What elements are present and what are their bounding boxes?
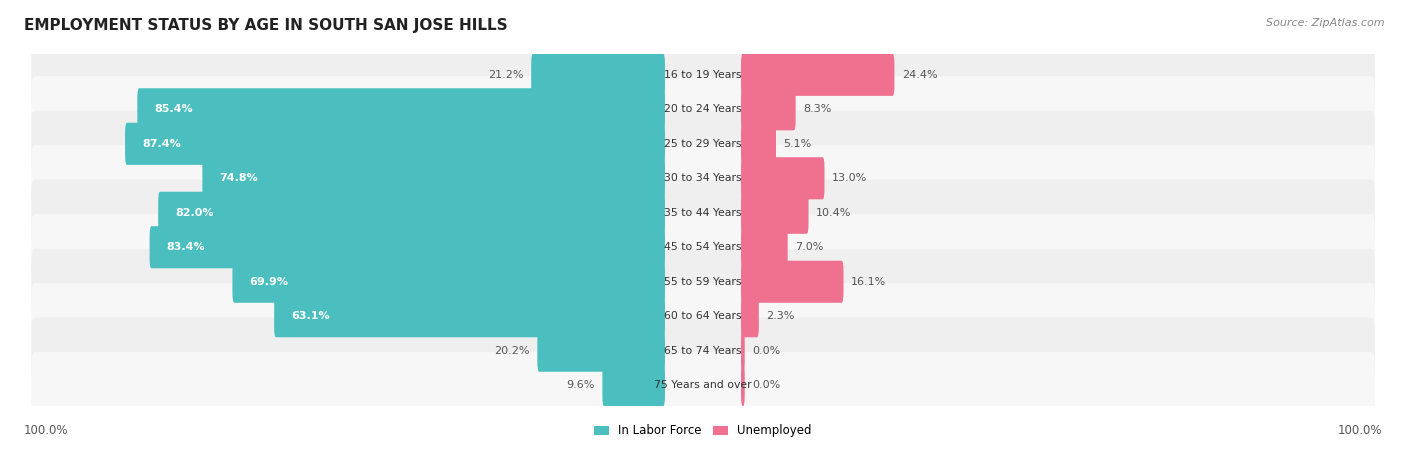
Text: 25 to 29 Years: 25 to 29 Years: [664, 139, 742, 149]
FancyBboxPatch shape: [602, 364, 665, 406]
Text: 75 Years and over: 75 Years and over: [654, 380, 752, 390]
Legend: In Labor Force, Unemployed: In Labor Force, Unemployed: [589, 420, 817, 442]
Text: 16.1%: 16.1%: [851, 277, 886, 287]
FancyBboxPatch shape: [31, 110, 1375, 177]
FancyBboxPatch shape: [741, 226, 787, 268]
Text: 63.1%: 63.1%: [291, 311, 330, 321]
Text: 20 to 24 Years: 20 to 24 Years: [664, 104, 742, 114]
FancyBboxPatch shape: [232, 261, 665, 303]
Text: 2.3%: 2.3%: [766, 311, 794, 321]
Text: 100.0%: 100.0%: [24, 424, 69, 437]
Text: 0.0%: 0.0%: [752, 346, 780, 356]
FancyBboxPatch shape: [31, 145, 1375, 212]
Text: 9.6%: 9.6%: [567, 380, 595, 390]
Text: 55 to 59 Years: 55 to 59 Years: [664, 277, 742, 287]
Text: 30 to 34 Years: 30 to 34 Years: [664, 173, 742, 183]
Text: Source: ZipAtlas.com: Source: ZipAtlas.com: [1267, 18, 1385, 28]
Text: 74.8%: 74.8%: [219, 173, 259, 183]
FancyBboxPatch shape: [149, 226, 665, 268]
FancyBboxPatch shape: [741, 295, 759, 337]
Text: 24.4%: 24.4%: [901, 70, 938, 80]
FancyBboxPatch shape: [31, 76, 1375, 143]
Text: 16 to 19 Years: 16 to 19 Years: [664, 70, 742, 80]
Text: 35 to 44 Years: 35 to 44 Years: [664, 208, 742, 218]
FancyBboxPatch shape: [741, 157, 824, 199]
FancyBboxPatch shape: [31, 352, 1375, 419]
Text: 5.1%: 5.1%: [783, 139, 811, 149]
FancyBboxPatch shape: [741, 364, 745, 406]
Text: 13.0%: 13.0%: [832, 173, 868, 183]
FancyBboxPatch shape: [159, 192, 665, 234]
FancyBboxPatch shape: [31, 249, 1375, 315]
Text: EMPLOYMENT STATUS BY AGE IN SOUTH SAN JOSE HILLS: EMPLOYMENT STATUS BY AGE IN SOUTH SAN JO…: [24, 18, 508, 33]
FancyBboxPatch shape: [125, 123, 665, 165]
Text: 10.4%: 10.4%: [815, 208, 851, 218]
FancyBboxPatch shape: [531, 54, 665, 96]
FancyBboxPatch shape: [31, 179, 1375, 246]
Text: 8.3%: 8.3%: [803, 104, 831, 114]
Text: 69.9%: 69.9%: [250, 277, 288, 287]
Text: 87.4%: 87.4%: [142, 139, 181, 149]
FancyBboxPatch shape: [31, 41, 1375, 108]
FancyBboxPatch shape: [31, 283, 1375, 350]
Text: 20.2%: 20.2%: [495, 346, 530, 356]
Text: 0.0%: 0.0%: [752, 380, 780, 390]
FancyBboxPatch shape: [741, 54, 894, 96]
Text: 7.0%: 7.0%: [794, 242, 824, 252]
Text: 85.4%: 85.4%: [155, 104, 193, 114]
FancyBboxPatch shape: [31, 318, 1375, 384]
Text: 82.0%: 82.0%: [176, 208, 214, 218]
FancyBboxPatch shape: [741, 88, 796, 130]
FancyBboxPatch shape: [741, 261, 844, 303]
FancyBboxPatch shape: [537, 330, 665, 372]
Text: 83.4%: 83.4%: [167, 242, 205, 252]
FancyBboxPatch shape: [202, 157, 665, 199]
FancyBboxPatch shape: [31, 214, 1375, 281]
FancyBboxPatch shape: [741, 192, 808, 234]
FancyBboxPatch shape: [741, 330, 745, 372]
FancyBboxPatch shape: [741, 123, 776, 165]
Text: 65 to 74 Years: 65 to 74 Years: [664, 346, 742, 356]
Text: 60 to 64 Years: 60 to 64 Years: [664, 311, 742, 321]
Text: 45 to 54 Years: 45 to 54 Years: [664, 242, 742, 252]
Text: 100.0%: 100.0%: [1337, 424, 1382, 437]
Text: 21.2%: 21.2%: [488, 70, 524, 80]
FancyBboxPatch shape: [274, 295, 665, 337]
FancyBboxPatch shape: [138, 88, 665, 130]
